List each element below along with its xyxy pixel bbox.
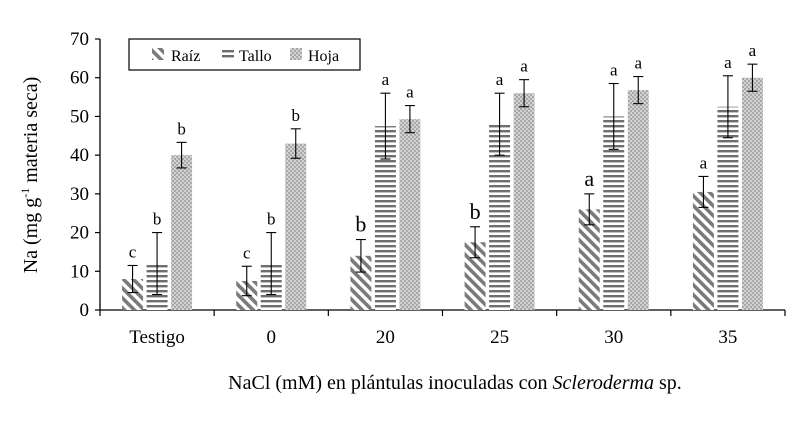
significance-letter: b	[267, 210, 276, 229]
bar	[464, 242, 486, 310]
y-tick-label: 40	[70, 145, 89, 166]
x-tick-label: Testigo	[129, 327, 185, 348]
y-axis-title: Na (mg g-1 materia seca)	[18, 77, 42, 274]
significance-letter: b	[355, 212, 366, 237]
legend-label-hoja: Hoja	[308, 48, 339, 65]
x-tick-label: 25	[490, 327, 509, 348]
significance-letter: c	[243, 243, 251, 262]
y-tick-label: 60	[70, 68, 89, 89]
x-tick-label: 20	[376, 327, 395, 348]
significance-letter: a	[749, 41, 757, 60]
bar	[717, 106, 739, 310]
significance-letter: a	[724, 53, 732, 72]
bar	[692, 191, 714, 310]
legend-swatch-hoja	[290, 48, 302, 60]
significance-letter: b	[153, 210, 162, 229]
significance-letter: a	[700, 153, 708, 172]
bar	[627, 90, 649, 310]
y-tick-label: 10	[70, 261, 89, 282]
significance-letter: b	[470, 199, 481, 224]
y-tick-label: 50	[70, 106, 89, 127]
x-axis-title: NaCl (mM) en plántulas inoculadas con Sc…	[228, 372, 682, 394]
legend-label-raiz: Raíz	[171, 48, 200, 65]
bar	[171, 155, 193, 310]
significance-letter: a	[496, 70, 504, 89]
bar	[122, 279, 144, 310]
legend-box	[128, 38, 361, 71]
significance-letter: a	[634, 54, 642, 73]
bar	[350, 255, 372, 310]
significance-letter: a	[406, 83, 414, 102]
y-tick-label: 30	[70, 184, 89, 205]
y-tick-label: 0	[80, 300, 90, 321]
bar	[578, 209, 600, 310]
x-tick-label: 30	[604, 327, 623, 348]
legend: Raíz Tallo Hoja	[128, 38, 361, 71]
significance-letter: a	[610, 61, 618, 80]
y-tick-label: 70	[70, 29, 89, 50]
significance-letter: c	[129, 242, 137, 261]
significance-letter: b	[292, 106, 301, 125]
legend-swatch-raiz	[152, 48, 164, 60]
bar	[741, 77, 763, 310]
bar	[603, 116, 625, 310]
axes: 0 10 20 30 40 50 60 70 Testigo 0 20 25 30 35	[70, 29, 786, 348]
bars	[122, 77, 763, 311]
x-tick-label: 35	[718, 327, 737, 348]
error-bars	[127, 63, 758, 297]
bar	[489, 124, 511, 311]
y-tick-label: 20	[70, 223, 89, 244]
significance-letter: a	[520, 57, 528, 76]
significance-letter: b	[177, 119, 186, 138]
x-tick-label: 0	[267, 327, 277, 348]
bar	[285, 143, 307, 310]
significance-letter: a	[584, 166, 594, 191]
bar	[399, 119, 421, 310]
legend-label-tallo: Tallo	[239, 48, 272, 65]
significance-letter: a	[382, 70, 390, 89]
bar	[513, 93, 535, 310]
legend-swatch-tallo	[222, 48, 234, 60]
bar	[374, 126, 396, 310]
